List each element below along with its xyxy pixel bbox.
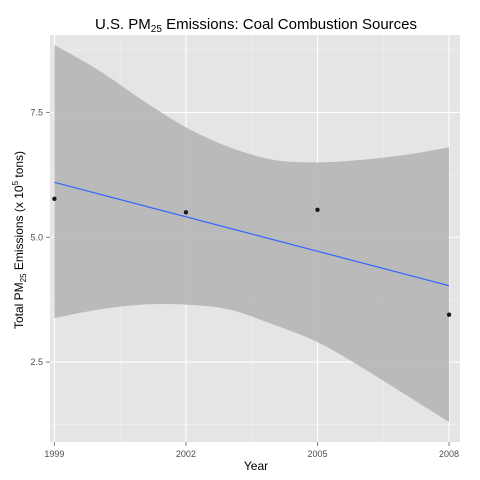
regression-line bbox=[54, 181, 450, 287]
y-tick-label: 2.5 bbox=[30, 357, 43, 367]
x-tick-label: 2002 bbox=[176, 449, 196, 459]
x-axis-ticks: 1999 2002 2005 2008 bbox=[44, 442, 459, 459]
y-axis-title: Total PM25 Emissions (x 105 tons) bbox=[11, 151, 28, 329]
x-tick-label: 2008 bbox=[439, 449, 459, 459]
x-tick-label: 1999 bbox=[44, 449, 64, 459]
data-points bbox=[52, 196, 452, 317]
chart-title: U.S. PM25 Emissions: Coal Combustion Sou… bbox=[95, 16, 417, 35]
x-axis-title: Year bbox=[244, 459, 268, 473]
data-point bbox=[52, 196, 57, 201]
data-point bbox=[315, 207, 320, 212]
x-tick-label: 2005 bbox=[307, 449, 327, 459]
data-point bbox=[183, 210, 189, 215]
y-tick-label: 7.5 bbox=[30, 107, 43, 117]
y-tick-label: 5.0 bbox=[30, 232, 43, 242]
y-axis-ticks: 2.5 5.0 7.5 bbox=[30, 107, 50, 367]
data-point bbox=[446, 312, 452, 317]
